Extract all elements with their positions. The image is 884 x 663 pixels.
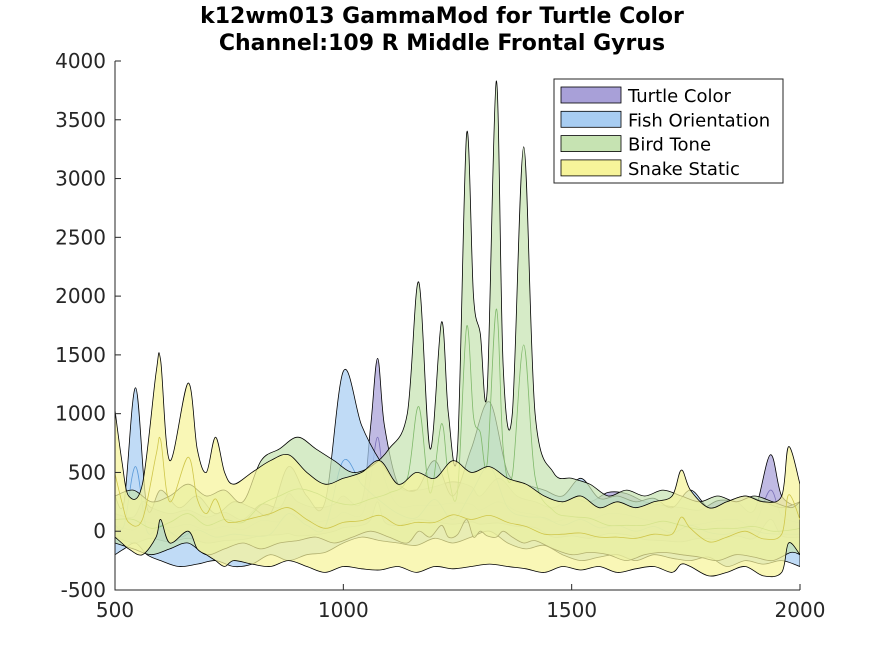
legend-swatch-fish-orientation: [560, 110, 622, 128]
y-tick-label: 2500: [55, 225, 106, 249]
y-tick-label: 3000: [55, 167, 106, 191]
x-tick-label: 1000: [318, 598, 369, 622]
x-tick-label: 2000: [775, 598, 826, 622]
y-tick-label: 2000: [55, 284, 106, 308]
mean-line-snake-static: [115, 436, 800, 543]
legend-swatch-bird-tone: [560, 135, 622, 153]
y-tick-label: 500: [68, 460, 106, 484]
legend-label-bird-tone: Bird Tone: [628, 135, 711, 156]
legend-label-snake-static: Snake Static: [628, 159, 740, 180]
series-layer: [115, 80, 800, 578]
axes-layer: 500 1000 1500 2000 -500 0 500 1000 1500 2000 2500 3…: [55, 49, 825, 622]
x-tick-label: 1500: [546, 598, 597, 622]
y-tick-label: 0: [93, 519, 106, 543]
y-tick-label: 1500: [55, 343, 106, 367]
chart-title-line-1: k12wm013 GammaMod for Turtle Color: [200, 4, 684, 29]
chart-title-line-2: Channel:109 R Middle Frontal Gyrus: [218, 31, 666, 56]
legend-label-turtle-color: Turtle Color: [627, 86, 732, 107]
legend-swatch-turtle-color: [560, 86, 622, 104]
legend-swatch-snake-static: [560, 159, 622, 177]
legend-label-fish-orientation: Fish Orientation: [628, 110, 770, 131]
x-tick-label: 500: [96, 598, 134, 622]
legend: Turtle Color Fish Orientation Bird Tone Sna…: [553, 78, 784, 184]
y-tick-label: 4000: [55, 49, 106, 73]
y-tick-label: 3500: [55, 108, 106, 132]
y-tick-label: -500: [61, 578, 106, 602]
band-snake-static: [115, 352, 800, 578]
y-tick-label: 1000: [55, 402, 106, 426]
